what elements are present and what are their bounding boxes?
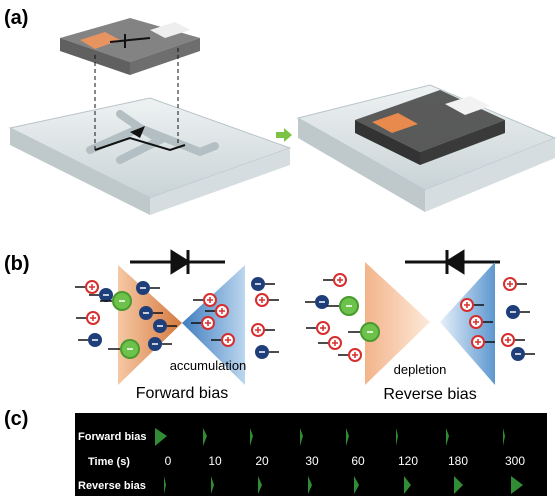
glow	[258, 476, 262, 494]
device-right	[296, 84, 557, 212]
glow	[354, 476, 359, 494]
glow	[164, 476, 166, 494]
time-tick: 300	[505, 454, 525, 468]
annotation: depletion	[394, 362, 447, 377]
n-region	[440, 262, 495, 385]
diode-forward	[130, 249, 225, 275]
micrograph-strip	[75, 413, 547, 496]
time-tick: 10	[208, 454, 222, 468]
glow	[503, 428, 505, 446]
time-tick: 120	[398, 454, 418, 468]
fluorescence	[155, 428, 523, 494]
glow	[308, 476, 312, 494]
time-tick: 20	[255, 454, 269, 468]
glow	[211, 476, 214, 494]
glow	[396, 428, 398, 446]
glow	[300, 428, 303, 446]
glow	[346, 428, 349, 446]
arrow	[276, 128, 292, 142]
glow	[203, 428, 207, 446]
time-tick: 0	[165, 454, 172, 468]
panel-label: (a)	[4, 7, 28, 29]
caption: Forward bias	[136, 385, 228, 402]
time-label: Time (s)	[88, 456, 130, 468]
p-region	[365, 262, 430, 385]
device-left	[8, 18, 292, 215]
caption: Reverse bias	[383, 386, 476, 403]
time-tick: 180	[448, 454, 468, 468]
glow	[511, 476, 523, 494]
annotation: accumulation	[170, 358, 247, 373]
glow	[446, 428, 449, 446]
glow	[454, 476, 463, 494]
glow	[404, 476, 411, 494]
row-label: Reverse bias	[78, 480, 146, 492]
ions	[75, 273, 535, 362]
panel-label: (b)	[4, 253, 30, 275]
row-label: Forward bias	[78, 431, 146, 443]
time-tick: 60	[351, 454, 365, 468]
diode-reverse	[405, 249, 500, 275]
panel-label: (c)	[4, 408, 28, 430]
time-tick: 30	[305, 454, 319, 468]
glow	[155, 428, 167, 446]
glow	[250, 428, 253, 446]
